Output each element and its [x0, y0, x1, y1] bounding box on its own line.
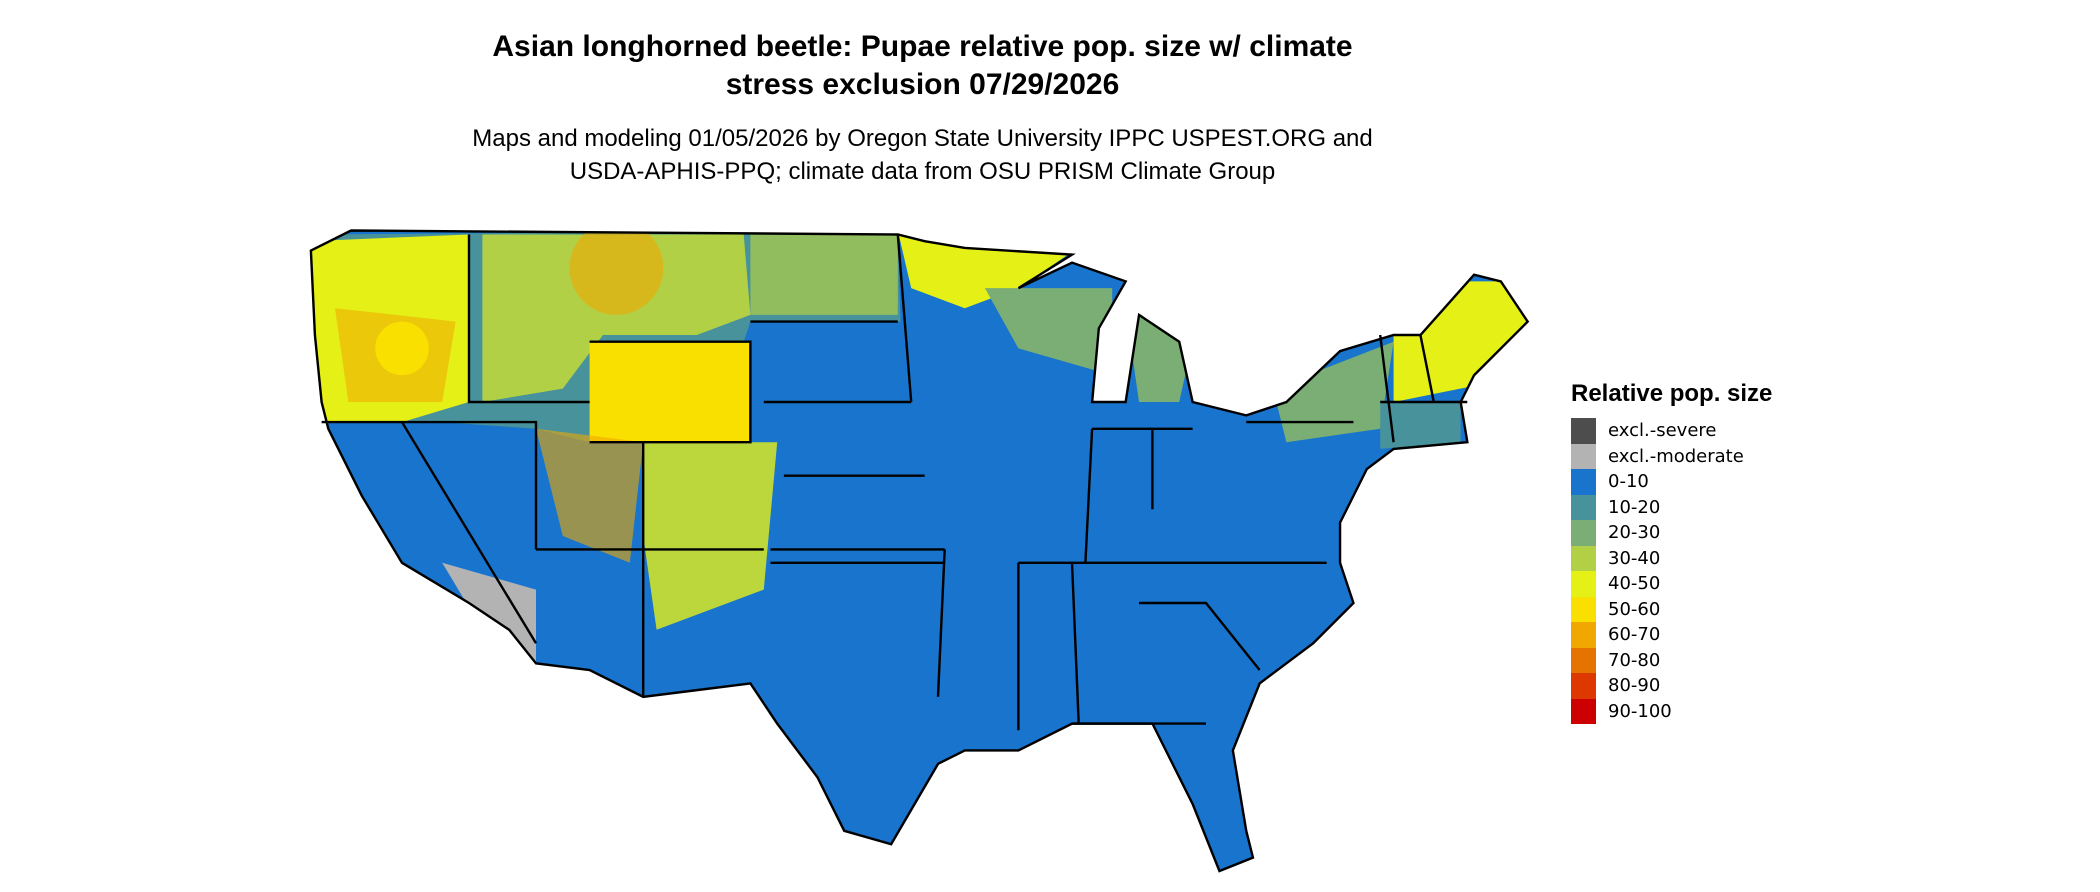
- legend-item: 60-70: [1571, 622, 1772, 648]
- legend-label: 90-100: [1608, 700, 1672, 722]
- legend-item: 40-50: [1571, 571, 1772, 597]
- legend-item: 20-30: [1571, 520, 1772, 546]
- legend-swatch: [1571, 494, 1596, 520]
- map-title: Asian longhorned beetle: Pupae relative …: [0, 28, 1845, 104]
- subtitle-line-2: USDA-APHIS-PPQ; climate data from OSU PR…: [569, 158, 1276, 185]
- subtitle-line-1: Maps and modeling 01/05/2026 by Oregon S…: [472, 125, 1373, 152]
- state-boundaries: [309, 229, 1529, 872]
- legend-item: excl.-moderate: [1571, 443, 1772, 469]
- legend-item: 30-40: [1571, 545, 1772, 571]
- legend-item: 0-10: [1571, 469, 1772, 495]
- legend-label: 50-60: [1608, 598, 1661, 620]
- legend-swatch: [1571, 545, 1596, 571]
- legend-title: Relative pop. size: [1571, 380, 1773, 407]
- legend-swatch: [1571, 647, 1596, 673]
- legend-item: 70-80: [1571, 647, 1772, 673]
- legend-swatch: [1571, 596, 1596, 622]
- legend-label: 80-90: [1608, 675, 1661, 697]
- legend-swatch: [1571, 520, 1596, 546]
- legend-label: 70-80: [1608, 649, 1661, 671]
- legend-label: 60-70: [1608, 624, 1661, 646]
- legend-label: 30-40: [1608, 547, 1661, 569]
- legend-item: excl.-severe: [1571, 418, 1772, 444]
- legend-swatch: [1571, 698, 1596, 724]
- legend-label: 20-30: [1608, 522, 1661, 544]
- legend-item: 50-60: [1571, 596, 1772, 622]
- legend-label: 40-50: [1608, 573, 1661, 595]
- legend-item: 90-100: [1571, 698, 1772, 724]
- map-subtitle: Maps and modeling 01/05/2026 by Oregon S…: [0, 122, 1845, 188]
- legend: Relative pop. size excl.-severe excl.-mod…: [1571, 380, 1772, 724]
- legend-swatch: [1571, 418, 1596, 444]
- legend-swatch: [1571, 673, 1596, 699]
- legend-label: excl.-moderate: [1608, 445, 1744, 467]
- legend-label: 0-10: [1608, 471, 1649, 493]
- legend-label: 10-20: [1608, 496, 1661, 518]
- legend-swatch: [1571, 443, 1596, 469]
- legend-label: excl.-severe: [1608, 420, 1717, 442]
- legend-swatch: [1571, 622, 1596, 648]
- legend-item: 10-20: [1571, 494, 1772, 520]
- title-line-1: Asian longhorned beetle: Pupae relative …: [492, 30, 1353, 63]
- legend-swatch: [1571, 469, 1596, 495]
- legend-item: 80-90: [1571, 673, 1772, 699]
- legend-swatch: [1571, 571, 1596, 597]
- title-line-2: stress exclusion 07/29/2026: [725, 68, 1120, 101]
